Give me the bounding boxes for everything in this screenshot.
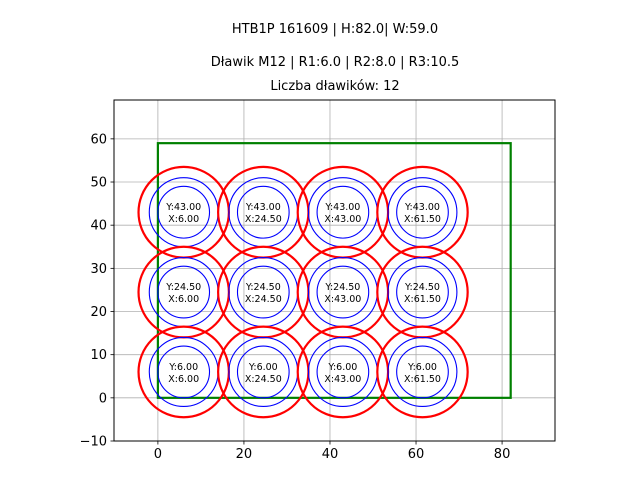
point-label-x: X:24.50 bbox=[245, 214, 282, 225]
y-tick-label: 40 bbox=[90, 219, 107, 234]
y-tick-label: 50 bbox=[90, 176, 107, 191]
point-label-y: Y:43.00 bbox=[245, 202, 281, 213]
point-label-y: Y:24.50 bbox=[404, 282, 440, 293]
y-tick-label: −10 bbox=[80, 435, 107, 450]
gland-marker: Y:43.00X:6.00 bbox=[137, 165, 230, 259]
inner-circle bbox=[316, 265, 370, 319]
gland-marker: Y:6.00X:43.00 bbox=[296, 325, 390, 419]
point-label-x: X:6.00 bbox=[168, 374, 199, 385]
plot-area: Y:43.00X:6.00Y:43.00X:24.50Y:43.00X:43.0… bbox=[137, 142, 512, 419]
inner-circle bbox=[236, 265, 290, 319]
y-tick-label: 10 bbox=[90, 348, 107, 363]
inner-circle bbox=[316, 345, 370, 399]
point-label-x: X:6.00 bbox=[168, 214, 199, 225]
inner-circle bbox=[396, 185, 449, 239]
title-line-1: HTB1P 161609 | H:82.0| W:59.0 bbox=[232, 22, 438, 37]
point-label-x: X:61.50 bbox=[404, 294, 441, 305]
x-tick-label: 20 bbox=[236, 447, 253, 462]
gland-marker: Y:24.50X:24.50 bbox=[217, 245, 310, 339]
grid bbox=[114, 100, 555, 442]
gland-marker: Y:43.00X:24.50 bbox=[217, 165, 310, 259]
x-tick-label: 0 bbox=[154, 447, 162, 462]
y-tick-label: 60 bbox=[90, 132, 107, 147]
point-label-x: X:43.00 bbox=[324, 374, 361, 385]
ticks: 0 20 40 60 80 −10 0 10 20 30 40 50 60 bbox=[80, 132, 511, 462]
inner-circle bbox=[157, 185, 211, 239]
point-label-y: Y:43.00 bbox=[324, 202, 360, 213]
inner-circle bbox=[387, 336, 458, 408]
outer-circle bbox=[376, 325, 469, 419]
inner-circle bbox=[157, 265, 211, 319]
point-label-y: Y:6.00 bbox=[407, 362, 437, 373]
inner-circle bbox=[396, 345, 449, 399]
point-label-y: Y:6.00 bbox=[327, 362, 357, 373]
gland-marker: Y:24.50X:43.00 bbox=[296, 245, 390, 339]
axes-frame bbox=[113, 99, 556, 442]
y-tick-label: 30 bbox=[90, 262, 107, 277]
y-tick-label: 20 bbox=[90, 305, 107, 320]
point-label-y: Y:24.50 bbox=[324, 282, 360, 293]
inner-circle bbox=[396, 265, 449, 319]
inner-circle bbox=[236, 345, 290, 399]
gland-marker: Y:43.00X:61.50 bbox=[376, 165, 469, 259]
gland-marker: Y:24.50X:6.00 bbox=[137, 245, 230, 339]
point-label-y: Y:6.00 bbox=[248, 362, 278, 373]
title-line-2: Dławik M12 | R1:6.0 | R2:8.0 | R3:10.5 bbox=[211, 55, 460, 70]
point-label-y: Y:24.50 bbox=[245, 282, 281, 293]
x-tick-label: 80 bbox=[494, 447, 511, 462]
gland-marker: Y:6.00X:61.50 bbox=[376, 325, 469, 419]
point-label-y: Y:6.00 bbox=[168, 362, 198, 373]
title-line-3: Liczba dławików: 12 bbox=[270, 79, 399, 94]
point-label-x: X:6.00 bbox=[168, 294, 199, 305]
point-label-y: Y:43.00 bbox=[165, 202, 201, 213]
inner-circle bbox=[157, 345, 211, 399]
gland-marker: Y:43.00X:43.00 bbox=[296, 165, 390, 259]
point-label-x: X:43.00 bbox=[324, 294, 361, 305]
x-tick-label: 60 bbox=[408, 447, 425, 462]
gland-marker: Y:24.50X:61.50 bbox=[376, 245, 469, 339]
y-tick-label: 0 bbox=[99, 391, 107, 406]
inner-circle bbox=[236, 185, 290, 239]
enclosure-rect bbox=[156, 142, 512, 399]
point-label-x: X:24.50 bbox=[245, 374, 282, 385]
point-label-x: X:24.50 bbox=[245, 294, 282, 305]
point-label-y: Y:24.50 bbox=[165, 282, 201, 293]
gland-marker: Y:6.00X:24.50 bbox=[217, 325, 310, 419]
point-label-x: X:61.50 bbox=[404, 214, 441, 225]
x-tick-label: 40 bbox=[322, 447, 339, 462]
point-label-x: X:43.00 bbox=[324, 214, 361, 225]
point-label-x: X:61.50 bbox=[404, 374, 441, 385]
inner-circle bbox=[316, 185, 370, 239]
point-label-y: Y:43.00 bbox=[404, 202, 440, 213]
gland-marker: Y:6.00X:6.00 bbox=[137, 325, 230, 419]
